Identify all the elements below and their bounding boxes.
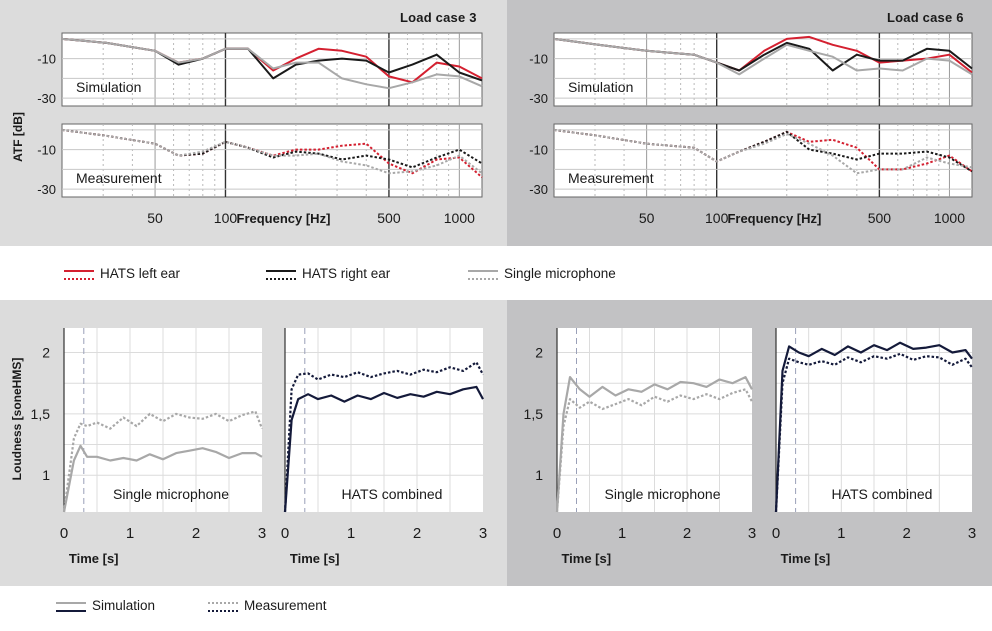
simulation-swatch-icon xyxy=(56,601,86,612)
loudness-series-line xyxy=(283,385,484,513)
frequency-axis-label: Frequency [Hz] xyxy=(727,211,821,226)
atf-series-line xyxy=(553,128,973,175)
time-tick-label: 1 xyxy=(837,525,845,542)
load-case-6-title: Load case 6 xyxy=(887,10,964,25)
atf-series-line xyxy=(61,37,483,90)
atf-plot-area xyxy=(553,123,973,198)
time-tick-label: 3 xyxy=(479,525,487,542)
loudness-series-line xyxy=(62,444,263,513)
atf-y-tick-label: -30 xyxy=(529,182,548,197)
legend-item-single-mic: Single microphone xyxy=(468,266,616,281)
atf-plot-area xyxy=(553,32,973,107)
time-axis-label: Time [s] xyxy=(561,551,611,566)
legend-simulation-label: Simulation xyxy=(92,598,156,613)
legend-single-mic-label: Single microphone xyxy=(504,266,616,281)
time-tick-label: 2 xyxy=(192,525,200,542)
atf-subplot-label: Simulation xyxy=(568,79,633,95)
atf-y-tick-label: -10 xyxy=(529,52,548,67)
legend-item-simulation: Simulation xyxy=(56,598,155,613)
atf-y-tick-label: -30 xyxy=(37,182,56,197)
atf-series-line xyxy=(553,37,973,76)
atf-series-line xyxy=(61,128,483,169)
time-tick-label: 1 xyxy=(126,525,134,542)
time-axis-label: Time [s] xyxy=(69,551,119,566)
loudness-series-line xyxy=(774,352,973,513)
frequency-tick-label: 500 xyxy=(868,210,892,226)
time-tick-label: 3 xyxy=(748,525,756,542)
loudness-subplot-label: Single microphone xyxy=(605,486,721,502)
atf-subplot-label: Simulation xyxy=(76,79,141,95)
legend-left-ear-label: HATS left ear xyxy=(100,266,181,281)
atf-subplot-label: Measurement xyxy=(76,170,162,186)
loudness-series-line xyxy=(62,410,264,513)
atf-y-tick-label: -10 xyxy=(529,143,548,158)
loudness-y-tick-label: 1,5 xyxy=(31,406,51,422)
measurement-swatch-icon xyxy=(208,601,238,612)
atf-y-tick-label: -10 xyxy=(37,52,56,67)
loudness-series-line xyxy=(555,388,753,513)
frequency-tick-label: 1000 xyxy=(934,210,965,226)
time-tick-label: 2 xyxy=(902,525,910,542)
time-tick-label: 0 xyxy=(553,525,561,542)
left-ear-swatch-icon xyxy=(64,269,94,280)
legend-item-measurement: Measurement xyxy=(208,598,327,613)
loudness-series-line xyxy=(555,376,753,513)
time-tick-label: 0 xyxy=(281,525,289,542)
time-tick-label: 1 xyxy=(618,525,626,542)
time-tick-label: 3 xyxy=(968,525,976,542)
loudness-series-line xyxy=(774,341,973,513)
loudness-y-tick-label: 2 xyxy=(42,345,50,361)
frequency-tick-label: 100 xyxy=(705,210,729,226)
atf-series-line xyxy=(61,128,483,175)
loudness-y-tick-label: 2 xyxy=(535,345,543,361)
loudness-y-tick-label: 1,5 xyxy=(524,406,544,422)
frequency-tick-label: 100 xyxy=(214,210,238,226)
legend-right-ear-label: HATS right ear xyxy=(302,266,391,281)
loudness-subplot-label: HATS combined xyxy=(342,486,443,502)
time-tick-label: 0 xyxy=(60,525,68,542)
time-tick-label: 3 xyxy=(258,525,266,542)
time-tick-label: 2 xyxy=(413,525,421,542)
load-case-3-title: Load case 3 xyxy=(400,10,477,25)
time-tick-label: 1 xyxy=(347,525,355,542)
right-ear-swatch-icon xyxy=(266,269,296,280)
legend-item-right-ear: HATS right ear xyxy=(266,266,390,281)
atf-y-tick-label: -30 xyxy=(37,91,56,106)
loudness-subplot-label: HATS combined xyxy=(832,486,933,502)
atf-series-line xyxy=(61,37,483,82)
atf-plot-area xyxy=(61,123,483,198)
atf-y-tick-label: -30 xyxy=(529,91,548,106)
time-axis-label: Time [s] xyxy=(290,551,340,566)
atf-subplot-label: Measurement xyxy=(568,170,654,186)
time-tick-label: 0 xyxy=(772,525,780,542)
legend-measurement-label: Measurement xyxy=(244,598,327,613)
frequency-tick-label: 500 xyxy=(377,210,401,226)
time-tick-label: 2 xyxy=(683,525,691,542)
frequency-tick-label: 1000 xyxy=(444,210,475,226)
time-axis-label: Time [s] xyxy=(781,551,831,566)
loudness-y-tick-label: 1 xyxy=(535,467,543,483)
atf-y-tick-label: -10 xyxy=(37,143,56,158)
single-mic-swatch-icon xyxy=(468,269,498,280)
loudness-subplot-label: Single microphone xyxy=(113,486,229,502)
frequency-tick-label: 50 xyxy=(147,210,163,226)
loudness-y-tick-label: 1 xyxy=(42,467,50,483)
legend-item-left-ear: HATS left ear xyxy=(64,266,180,281)
frequency-tick-label: 50 xyxy=(639,210,655,226)
frequency-axis-label: Frequency [Hz] xyxy=(237,211,331,226)
